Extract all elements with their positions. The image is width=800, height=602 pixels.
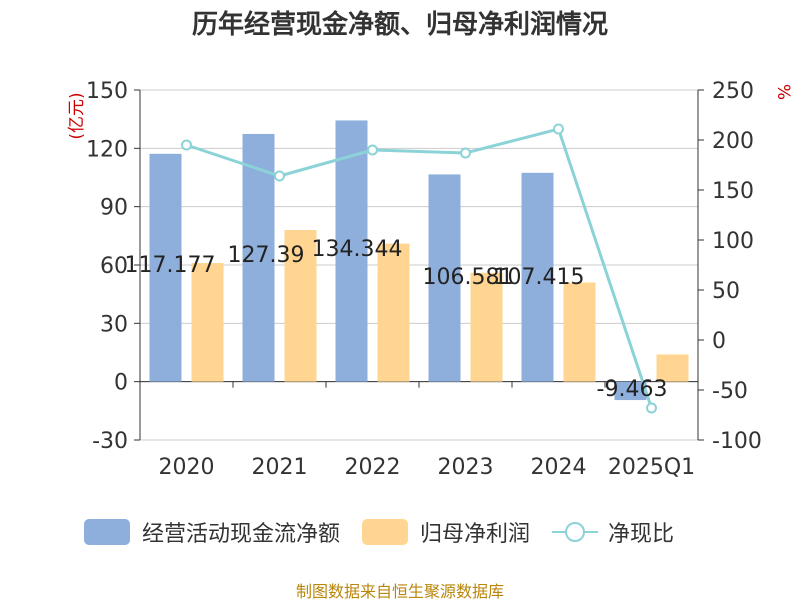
legend-label-cashflow: 经营活动现金流净额: [142, 522, 341, 547]
x-tick-label: 2025Q1: [608, 455, 695, 480]
line-point-ratio: [274, 170, 285, 182]
legend-swatch-ratio: [552, 519, 599, 545]
bar-netprofit: [470, 272, 503, 382]
bar-cashflow: [614, 381, 647, 401]
right-tick-label: 50: [712, 279, 740, 304]
line-point-ratio: [646, 402, 657, 414]
x-tick-label: 2024: [531, 455, 587, 480]
left-tick-label: 150: [86, 79, 128, 104]
data-label-cashflow: 117.177: [125, 253, 216, 278]
legend-swatch-netprofit: [362, 519, 409, 545]
right-tick-label: 100: [712, 229, 754, 254]
x-tick-label: 2021: [252, 455, 308, 480]
chart-title: 历年经营现金净额、归母净利润情况: [191, 10, 608, 40]
legend-item-ratio[interactable]: 净现比: [552, 516, 674, 548]
bar-netprofit: [284, 230, 317, 382]
right-tick-label: 150: [712, 179, 754, 204]
right-tick-label: -50: [712, 379, 748, 404]
bar-cashflow: [149, 153, 182, 382]
right-tick-label: 200: [712, 129, 754, 154]
bar-cashflow: [428, 174, 461, 382]
bar-netprofit: [563, 282, 596, 382]
x-tick-label: 2022: [345, 455, 401, 480]
legend-item-netprofit[interactable]: 归母净利润: [362, 516, 530, 548]
left-tick-label: 0: [114, 371, 128, 396]
data-label-cashflow: 127.39: [228, 243, 305, 268]
bar-cashflow: [242, 133, 275, 382]
bar-cashflow: [335, 120, 368, 382]
bar-netprofit: [191, 263, 224, 382]
line-point-ratio: [367, 144, 378, 156]
legend-label-netprofit: 归母净利润: [420, 522, 531, 547]
right-tick-label: 250: [712, 79, 754, 104]
left-tick-label: 30: [100, 312, 128, 337]
right-tick-label: 0: [712, 329, 726, 354]
line-ratio: [186, 127, 653, 409]
legend-swatch-cashflow: [84, 519, 130, 545]
left-tick-label: 120: [86, 137, 128, 162]
x-tick-label: 2020: [159, 455, 215, 480]
left-tick-label: 60: [100, 254, 128, 279]
legend-label-ratio: 净现比: [608, 522, 675, 547]
data-label-cashflow: 106.581: [423, 265, 514, 290]
bar-netprofit: [377, 243, 410, 382]
x-tick-label: 2023: [438, 455, 494, 480]
right-tick-label: -100: [712, 429, 762, 454]
source-note: 制图数据来自恒生聚源数据库: [295, 582, 504, 601]
right-axis-label: %: [773, 84, 793, 100]
line-point-ratio: [553, 123, 564, 135]
left-axis-label: (亿元): [67, 92, 87, 139]
left-tick-label: -30: [92, 429, 128, 454]
legend-item-cashflow[interactable]: 经营活动现金流净额: [84, 516, 340, 548]
legend: 经营活动现金流净额 归母净利润 净现比: [84, 516, 696, 548]
data-label-cashflow: -9.463: [597, 377, 668, 402]
line-point-ratio: [460, 147, 471, 159]
left-tick-label: 90: [100, 196, 128, 221]
data-label-cashflow: 107.415: [494, 265, 585, 290]
data-label-cashflow: 134.344: [312, 237, 403, 262]
bar-netprofit: [656, 354, 689, 382]
bar-cashflow: [521, 172, 554, 382]
line-point-ratio: [181, 139, 192, 151]
